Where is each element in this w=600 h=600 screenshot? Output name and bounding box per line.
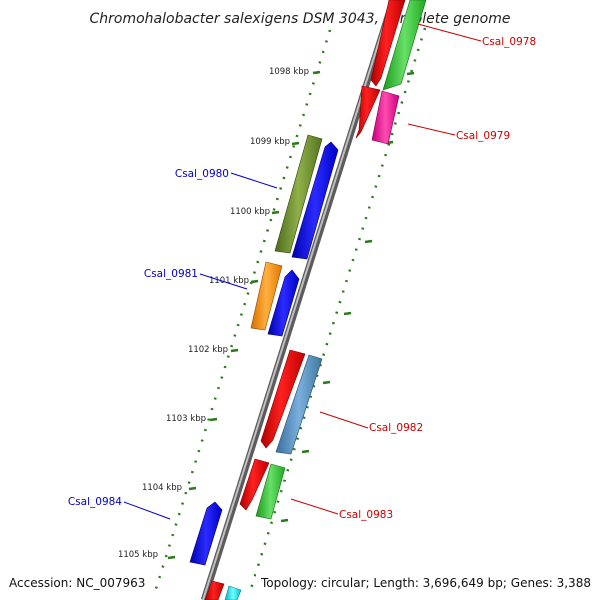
gene-csal-0980[interactable] [291,141,339,260]
leader-csal-0982 [319,411,369,429]
footer-right-bg [256,572,596,592]
gene-csal-0979[interactable] [371,90,400,145]
gene-csal-0981-orange[interactable] [250,261,283,331]
gene-olive[interactable] [274,134,323,254]
leader-csal-0980 [230,172,278,189]
tick-label: 1105 kbp [118,550,158,560]
tick-label: 1103 kbp [166,414,206,424]
gene-label-csal-0983[interactable]: Csal_0983 [339,509,393,521]
tick-label: 1100 kbp [230,207,270,217]
gene-csal-0983-red[interactable] [239,458,270,511]
inner-tick-ring [153,29,332,593]
gene-label-csal-0984[interactable]: Csal_0984 [68,496,122,508]
gene-csal-0983[interactable] [255,463,286,520]
footer-left-bg [4,572,152,592]
gene-steelblue[interactable] [275,354,323,455]
gene-bottom-red[interactable] [204,580,225,600]
leader-csal-0978 [417,23,482,42]
tick-label: 1098 kbp [269,67,309,77]
gene-green-upper[interactable] [382,0,427,91]
leader-csal-0979 [407,123,456,136]
genome-backbone-highlight [202,0,393,600]
gene-label-csal-0979[interactable]: Csal_0979 [456,130,510,142]
leader-csal-0983 [290,498,339,515]
gene-label-csal-0982[interactable]: Csal_0982 [369,422,423,434]
tick-label: 1104 kbp [142,483,182,493]
tick-label: 1101 kbp [209,276,249,286]
topology-summary-text: Topology: circular; Length: 3,696,649 bp… [260,576,591,590]
gene-label-csal-0981[interactable]: Csal_0981 [144,268,198,280]
accession-text: Accession: NC_007963 [9,576,145,590]
gene-csal-0981[interactable] [267,269,300,337]
gene-label-csal-0978[interactable]: Csal_0978 [482,36,536,48]
map-title: Chromohalobacter salexigens DSM 3043, co… [90,11,511,27]
leader-csal-0984 [123,501,171,520]
gene-csal-0984[interactable] [189,501,223,566]
gene-label-csal-0980[interactable]: Csal_0980 [175,168,229,180]
major-ticks-inner [167,70,321,560]
gene-csal-0982[interactable] [260,349,306,449]
tick-label: 1102 kbp [188,345,228,355]
leader-csal-0981 [199,273,248,290]
gene-csal-0979-red[interactable] [355,85,381,139]
gene-csal-0978[interactable] [370,0,406,87]
gene-bottom-cyan[interactable] [224,585,242,600]
tick-label: 1099 kbp [250,137,290,147]
